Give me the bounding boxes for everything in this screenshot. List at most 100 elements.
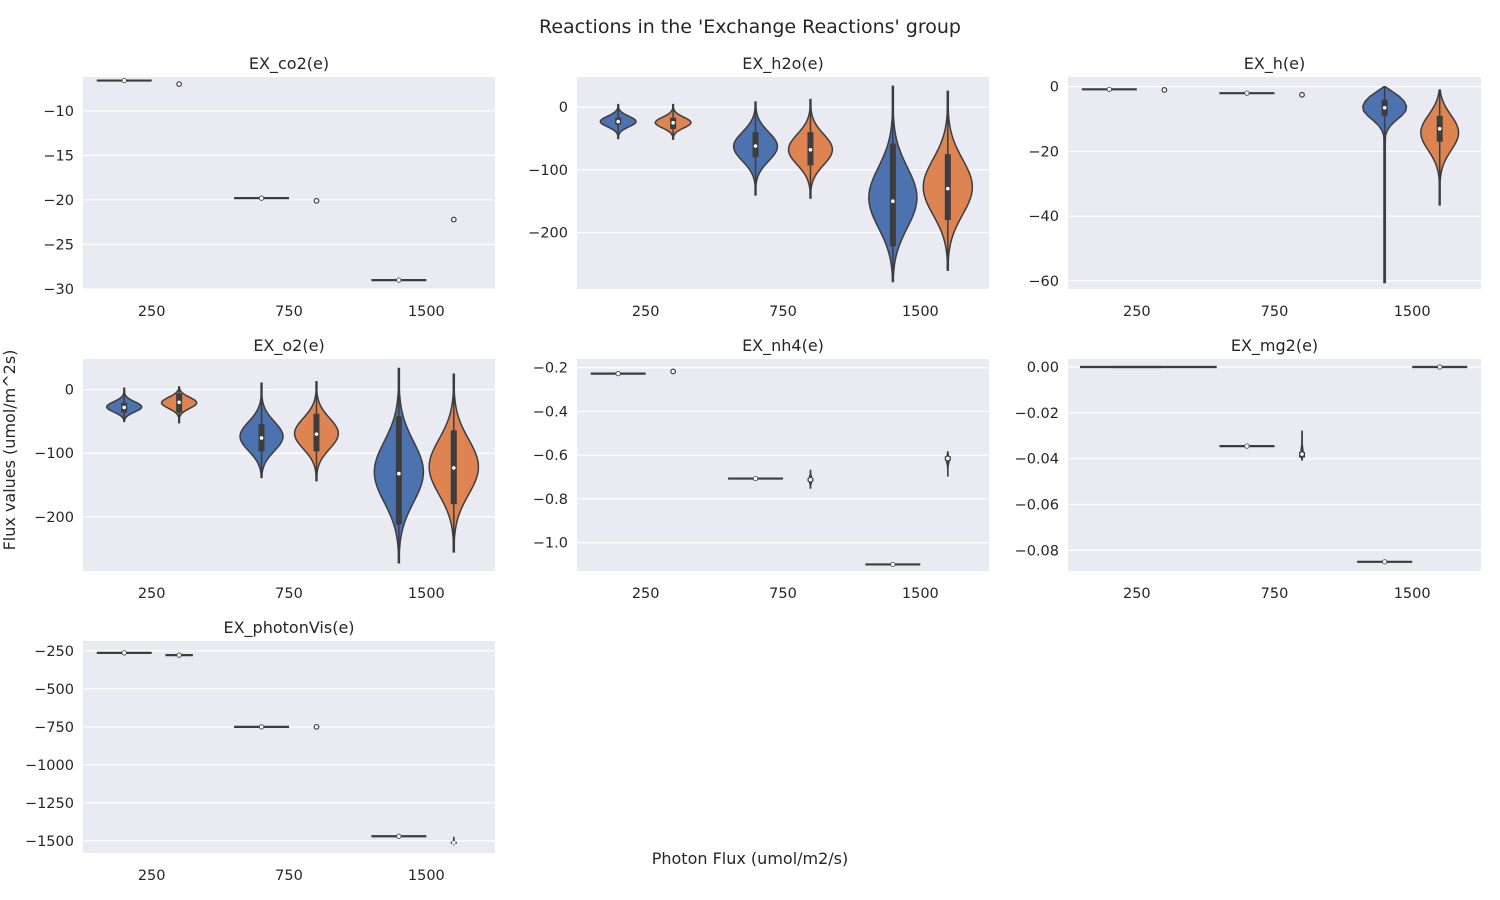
subplot-ex-co2-e-: −10 −15 −20 −25 −30 250 750 1500 EX_co2(e) [43, 54, 495, 320]
mark-s2-250-point [176, 81, 183, 88]
y-tick-label: 0.00 [1027, 360, 1059, 376]
mark-s1-250-median [122, 405, 126, 410]
mark-s2-750-point [313, 197, 320, 204]
y-tick-label: −40 [1028, 209, 1059, 225]
subplot-ex-nh4-e-: −0.2 −0.4 −0.6 −0.8 −1.0 250 750 1500 EX_nh4(e) [533, 336, 989, 602]
x-tick-label: 1500 [408, 586, 445, 602]
y-tick-label: −200 [34, 510, 74, 526]
mark-s1-250-median [1106, 86, 1112, 92]
plot-background [577, 77, 989, 289]
plot-background [83, 359, 495, 571]
mark-s2-1500-median [946, 456, 950, 461]
y-tick-label: 0 [559, 100, 568, 116]
subplot-ex-photonvis-e-: −250 −500 −750 −1000 −1250 −1500 250 750 1500 EX_… [25, 618, 495, 884]
y-tick-label: −0.06 [1015, 498, 1059, 514]
mark-s1-250-median [121, 77, 127, 84]
x-tick-label: 250 [632, 586, 660, 602]
mark-s1-1500-iqr-box [889, 143, 896, 247]
mark-s1-1500-median [396, 833, 402, 839]
y-tick-label: −20 [43, 193, 74, 209]
mark-s2-250-median [176, 652, 182, 658]
y-tick-label: −30 [43, 282, 74, 298]
x-tick-label: 1500 [1394, 586, 1431, 602]
subplot-ex-h2o-e-: 0 −100 −200 250 750 1500 EX_h2o(e) [528, 54, 989, 320]
subplot-title: EX_co2(e) [249, 54, 329, 74]
subplot-title: EX_o2(e) [253, 336, 324, 356]
x-axis-label: Photon Flux (umol/m2/s) [652, 849, 849, 868]
x-tick-label: 1500 [902, 304, 939, 320]
subplot-grid: −10 −15 −20 −25 −30 250 750 1500 EX_co2(e) 0 −100 −… [25, 54, 1481, 884]
y-tick-label: −10 [43, 104, 74, 120]
x-tick-label: 750 [1261, 586, 1289, 602]
mark-s1-750-median [258, 724, 265, 730]
plot-background [1068, 359, 1481, 571]
mark-s2-250-median [671, 120, 675, 125]
mark-s2-750-median [314, 432, 319, 436]
x-tick-label: 750 [275, 868, 303, 884]
y-tick-label: −0.08 [1015, 543, 1059, 559]
x-tick-label: 250 [138, 304, 166, 320]
mark-s1-750-median [1244, 443, 1250, 449]
mark-s2-1500-median [946, 186, 950, 191]
y-tick-label: −15 [43, 148, 74, 164]
x-tick-label: 1500 [1394, 304, 1431, 320]
y-tick-label: −750 [34, 720, 74, 736]
mark-s2-1500-point [450, 216, 457, 223]
mark-s1-750-median [259, 436, 264, 440]
plot-background [1068, 77, 1481, 289]
mark-s1-1500-median [1382, 559, 1388, 565]
plot-background [83, 641, 495, 853]
y-tick-label: 0 [1050, 80, 1059, 96]
y-tick-label: −0.8 [533, 492, 568, 508]
y-tick-label: −200 [528, 226, 568, 242]
mark-s1-1500-median [397, 471, 401, 476]
x-tick-label: 1500 [408, 868, 445, 884]
x-tick-label: 1500 [902, 586, 939, 602]
x-tick-label: 750 [769, 304, 797, 320]
subplot-title: EX_h(e) [1244, 54, 1306, 74]
mark-s1-1500-iqr-box [395, 416, 402, 525]
plot-background [83, 77, 495, 289]
subplot-title: EX_mg2(e) [1231, 336, 1318, 356]
x-tick-label: 750 [275, 304, 303, 320]
x-tick-label: 250 [138, 586, 166, 602]
x-tick-label: 250 [632, 304, 660, 320]
mark-s2-750-point [313, 723, 320, 730]
y-tick-label: −20 [1028, 144, 1059, 160]
y-tick-label: −1250 [25, 796, 74, 812]
y-tick-label: −60 [1028, 274, 1059, 290]
plot-background [577, 359, 989, 571]
y-tick-label: 0 [65, 383, 74, 399]
x-tick-label: 750 [769, 586, 797, 602]
mark-s2-250-point [1161, 87, 1168, 93]
mark-s2-750-median [1300, 452, 1304, 456]
mark-s2-1500-median [1437, 126, 1442, 131]
mark-s1-1500-median [1382, 105, 1387, 110]
subplot-ex-h-e-: 0 −20 −40 −60 250 750 1500 EX_h(e) [1028, 54, 1481, 320]
mark-s1-750-median [753, 144, 758, 148]
y-tick-label: −100 [528, 163, 568, 179]
y-tick-label: −0.6 [533, 448, 568, 464]
mark-s2-750-median [808, 147, 813, 152]
y-tick-label: −0.04 [1015, 452, 1059, 468]
mark-s2-1500-median [452, 466, 456, 470]
x-tick-label: 1500 [408, 304, 445, 320]
y-tick-label: −1.0 [533, 536, 568, 552]
y-axis-label: Flux values (umol/m^2s) [0, 350, 19, 551]
mark-s1-1500-median [891, 199, 895, 203]
y-tick-label: −0.2 [533, 361, 568, 377]
y-tick-label: −100 [34, 446, 74, 462]
mark-s1-750-median [258, 195, 265, 201]
mark-s2-250-median [177, 400, 181, 405]
subplot-title: EX_photonVis(e) [223, 618, 354, 638]
mark-s1-250-median [615, 371, 621, 377]
x-tick-label: 250 [138, 868, 166, 884]
mark-s2-250-point [670, 368, 677, 375]
x-tick-label: 750 [275, 586, 303, 602]
subplot-ex-mg2-e-: 0.00 −0.02 −0.04 −0.06 −0.08 250 750 1500 EX_mg2… [1015, 336, 1481, 602]
mark-s2-750-median [808, 477, 813, 482]
x-tick-label: 250 [1123, 304, 1151, 320]
figure-title: Reactions in the 'Exchange Reactions' gr… [539, 16, 961, 38]
mark-s2-750-point [1299, 91, 1305, 98]
